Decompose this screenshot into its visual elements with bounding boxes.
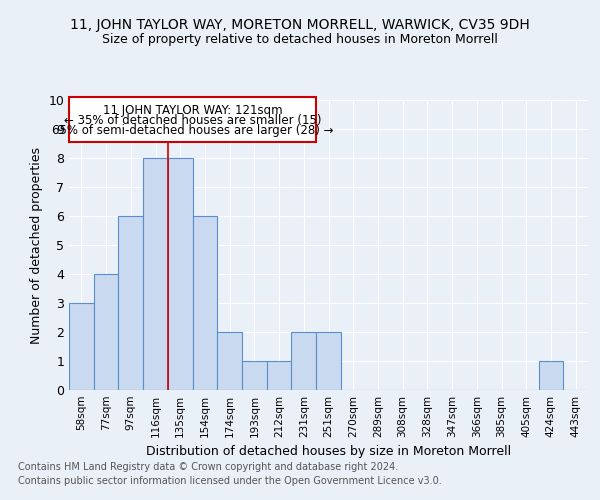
Bar [69, 303, 94, 390]
Bar [193, 216, 217, 390]
Text: ← 35% of detached houses are smaller (15): ← 35% of detached houses are smaller (15… [64, 114, 322, 127]
Bar [267, 361, 292, 390]
Text: Size of property relative to detached houses in Moreton Morrell: Size of property relative to detached ho… [102, 32, 498, 46]
X-axis label: Distribution of detached houses by size in Moreton Morrell: Distribution of detached houses by size … [146, 446, 511, 458]
Bar [539, 361, 563, 390]
Bar [94, 274, 118, 390]
Bar [217, 332, 242, 390]
Text: Contains HM Land Registry data © Crown copyright and database right 2024.: Contains HM Land Registry data © Crown c… [18, 462, 398, 472]
Bar [118, 216, 143, 390]
FancyBboxPatch shape [69, 97, 316, 142]
Bar [316, 332, 341, 390]
Text: 11 JOHN TAYLOR WAY: 121sqm: 11 JOHN TAYLOR WAY: 121sqm [103, 104, 283, 118]
Text: 65% of semi-detached houses are larger (28) →: 65% of semi-detached houses are larger (… [52, 124, 334, 137]
Bar [242, 361, 267, 390]
Text: 11, JOHN TAYLOR WAY, MORETON MORRELL, WARWICK, CV35 9DH: 11, JOHN TAYLOR WAY, MORETON MORRELL, WA… [70, 18, 530, 32]
Bar [168, 158, 193, 390]
Y-axis label: Number of detached properties: Number of detached properties [30, 146, 43, 344]
Bar [292, 332, 316, 390]
Text: Contains public sector information licensed under the Open Government Licence v3: Contains public sector information licen… [18, 476, 442, 486]
Bar [143, 158, 168, 390]
